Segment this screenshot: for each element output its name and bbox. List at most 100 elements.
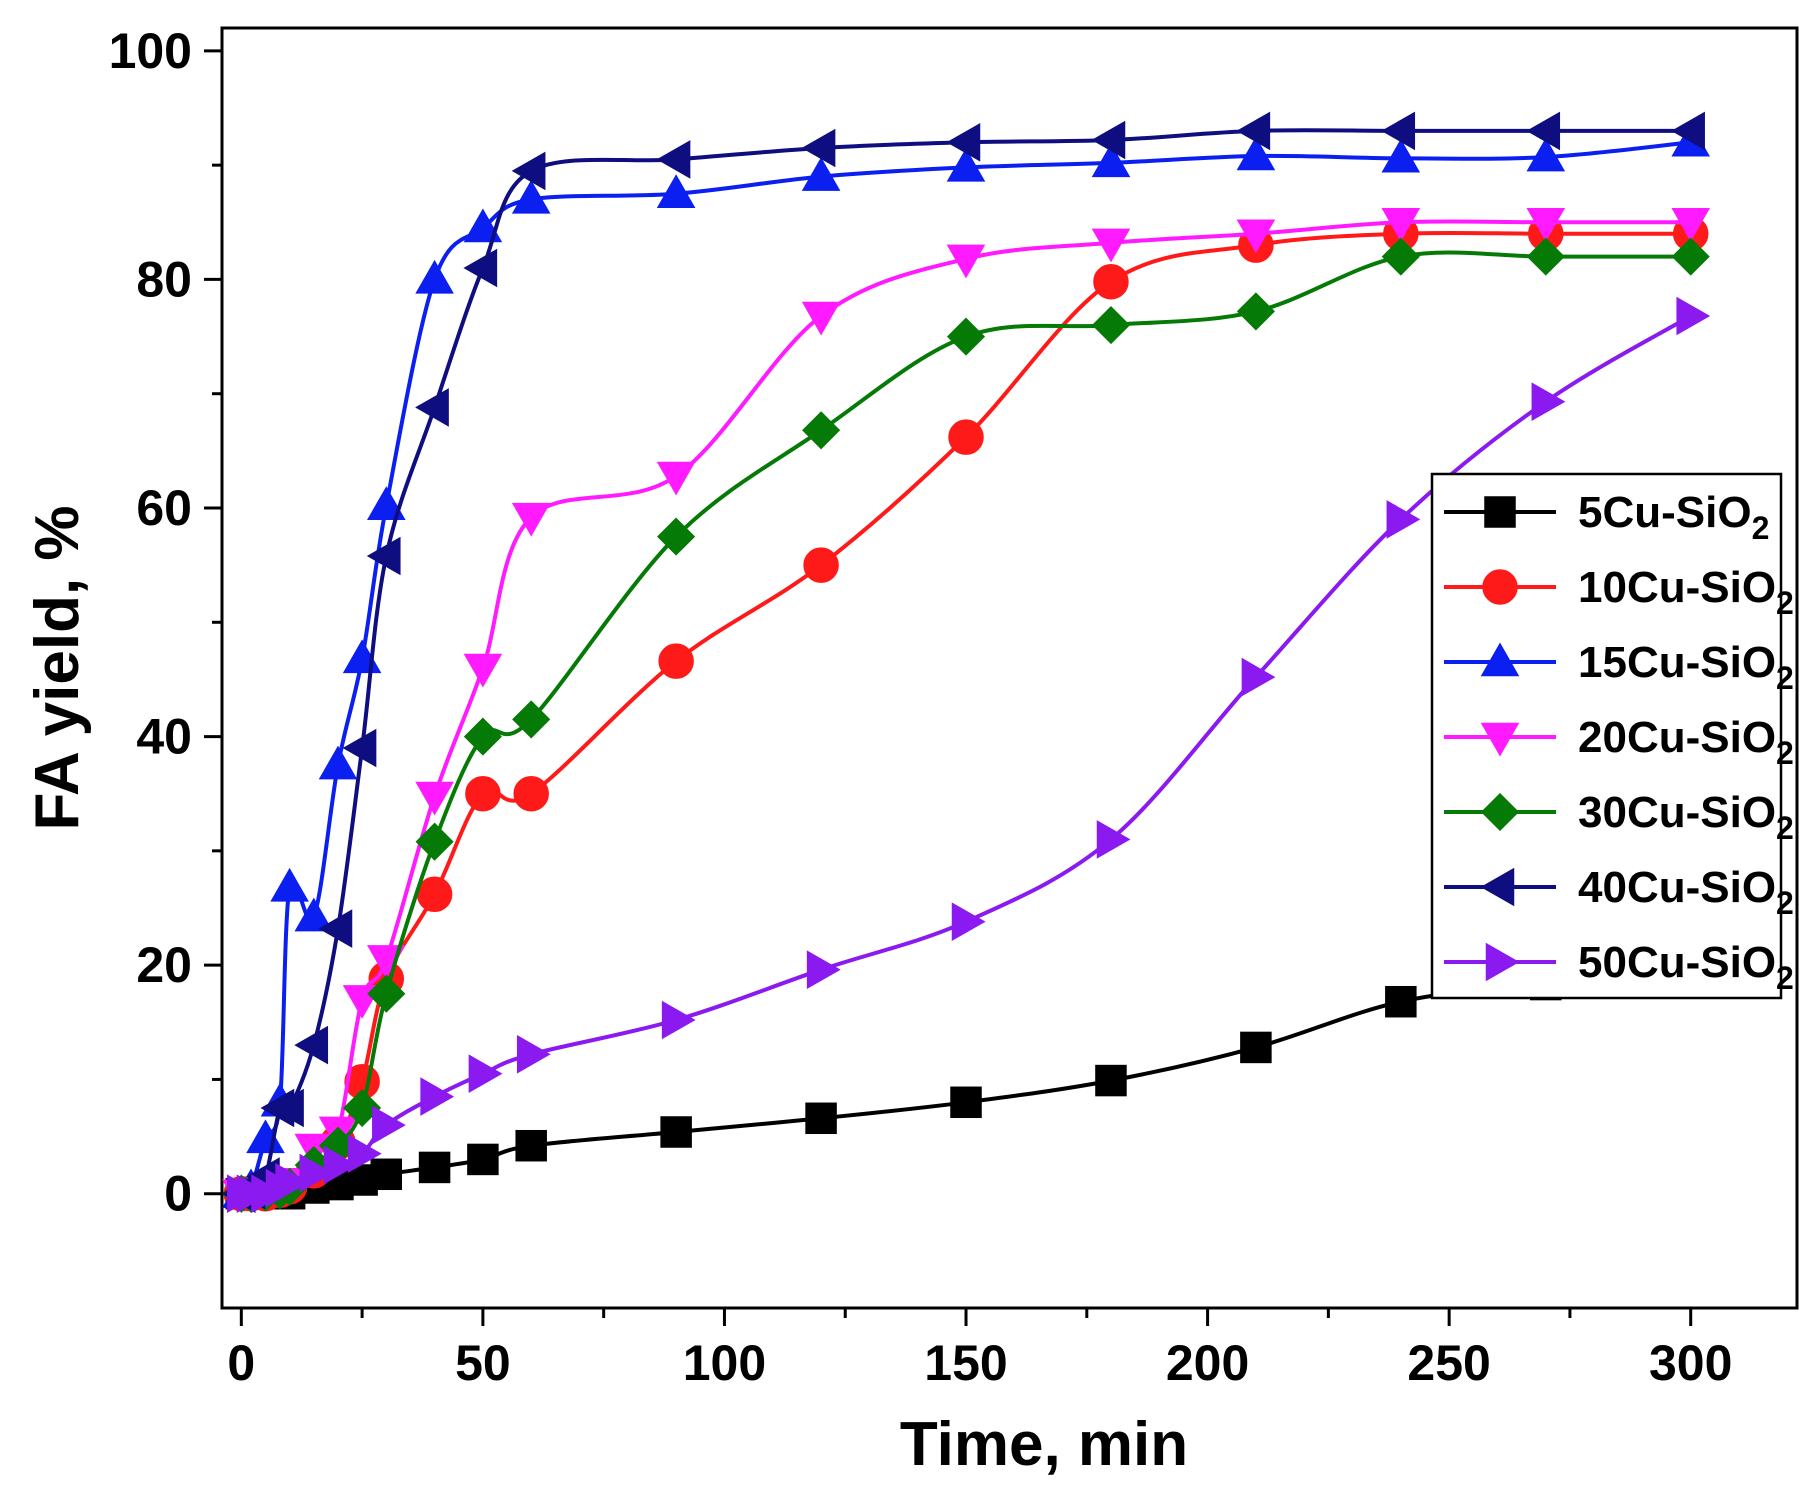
data-point [1526,208,1566,242]
data-point [294,1025,329,1065]
data-point [806,950,841,989]
y-tick-label: 80 [136,251,192,307]
legend-item: 30Cu-SiO2 [1444,788,1794,846]
data-point [463,653,503,688]
data-point [946,147,986,182]
data-point [465,775,501,812]
data-point [511,151,546,191]
legend-label: 10Cu-SiO2 [1578,563,1794,621]
legend-label: 40Cu-SiO2 [1578,863,1794,921]
series-layer [221,111,1711,1214]
x-tick-label: 100 [683,1335,766,1391]
data-point [1531,382,1566,421]
data-point [511,179,551,214]
legend-label-subscript: 2 [1752,510,1770,546]
series-5Cu-SiO2 [225,963,1707,1210]
x-tick-label: 150 [924,1335,1007,1391]
legend-label-main: 10Cu-SiO [1578,563,1776,612]
data-point [1236,111,1271,151]
data-point [318,745,358,780]
data-point [946,244,986,279]
data-point [801,157,841,191]
data-point [656,140,691,179]
legend-marker [1480,642,1520,677]
data-point [658,643,694,679]
legend-item: 15Cu-SiO2 [1444,638,1794,696]
data-point [323,1145,358,1185]
data-point [512,700,551,739]
data-point [1095,1064,1127,1097]
legend-item: 5Cu-SiO2 [1444,488,1769,546]
legend-marker [1484,496,1516,528]
data-point [1381,138,1421,173]
data-point [1236,292,1275,331]
data-point [1236,136,1276,171]
axis-ticks: 0 50 100 150 200 250 300 0 20 40 60 80 100 [109,23,1733,1391]
data-point [1676,296,1711,336]
legend-label: 50Cu-SiO2 [1578,938,1794,996]
data-point [656,461,696,496]
data-point [366,536,401,576]
legend-label: 15Cu-SiO2 [1578,638,1794,696]
legend-marker [1480,722,1520,757]
data-point [1236,219,1276,254]
plot-frame [220,26,1799,1310]
data-point [805,1102,837,1135]
legend-label-subscript: 2 [1776,735,1794,771]
legend: 5Cu-SiO210Cu-SiO215Cu-SiO220Cu-SiO230Cu-… [1430,472,1794,1000]
data-point [415,781,454,816]
data-point [1381,237,1420,276]
data-point [463,208,503,243]
data-point [660,1116,692,1148]
data-point [415,388,449,427]
legend-item: 40Cu-SiO2 [1444,863,1794,921]
data-point [511,502,551,537]
legend-label-subscript: 2 [1776,810,1794,846]
legend-item: 10Cu-SiO2 [1444,563,1794,621]
data-point [468,1054,503,1093]
data-point [1091,306,1131,345]
data-point [1381,111,1416,151]
data-point [513,775,549,812]
data-point [1241,657,1276,697]
data-point [1091,120,1126,160]
legend-label-subscript: 2 [1776,960,1794,996]
data-point [342,728,377,768]
data-point [467,1143,499,1176]
data-point [415,822,454,861]
data-point [1671,111,1705,151]
data-point [1385,985,1417,1018]
legend-label-subscript: 2 [1776,885,1794,921]
data-point [347,1134,382,1173]
x-tick-label: 0 [227,1335,255,1391]
legend-label-main: 30Cu-SiO [1578,788,1776,837]
x-tick-label: 200 [1166,1335,1249,1391]
data-point [1671,208,1710,242]
data-point [270,1088,304,1128]
legend-label-main: 15Cu-SiO [1578,638,1776,687]
y-tick-label: 40 [136,709,192,765]
data-point [463,717,502,756]
data-point [1240,1031,1272,1064]
y-tick-label: 0 [164,1166,192,1222]
data-point [343,1088,382,1128]
y-tick-label: 60 [136,480,192,536]
legend-label-main: 5Cu-SiO [1578,488,1752,537]
legend-marker [1480,792,1520,832]
data-point [515,1129,547,1162]
data-point [1526,111,1561,151]
data-point [801,301,841,336]
legend-label-subscript: 2 [1776,660,1794,696]
data-point [367,486,406,520]
x-tick-label: 250 [1407,1335,1490,1391]
data-point [1671,237,1710,276]
data-point [948,419,984,455]
data-point [951,902,986,941]
legend-label-main: 50Cu-SiO [1578,938,1776,987]
data-point [299,1153,334,1193]
data-point [416,876,453,913]
data-point [657,517,696,556]
data-point [420,1077,455,1116]
